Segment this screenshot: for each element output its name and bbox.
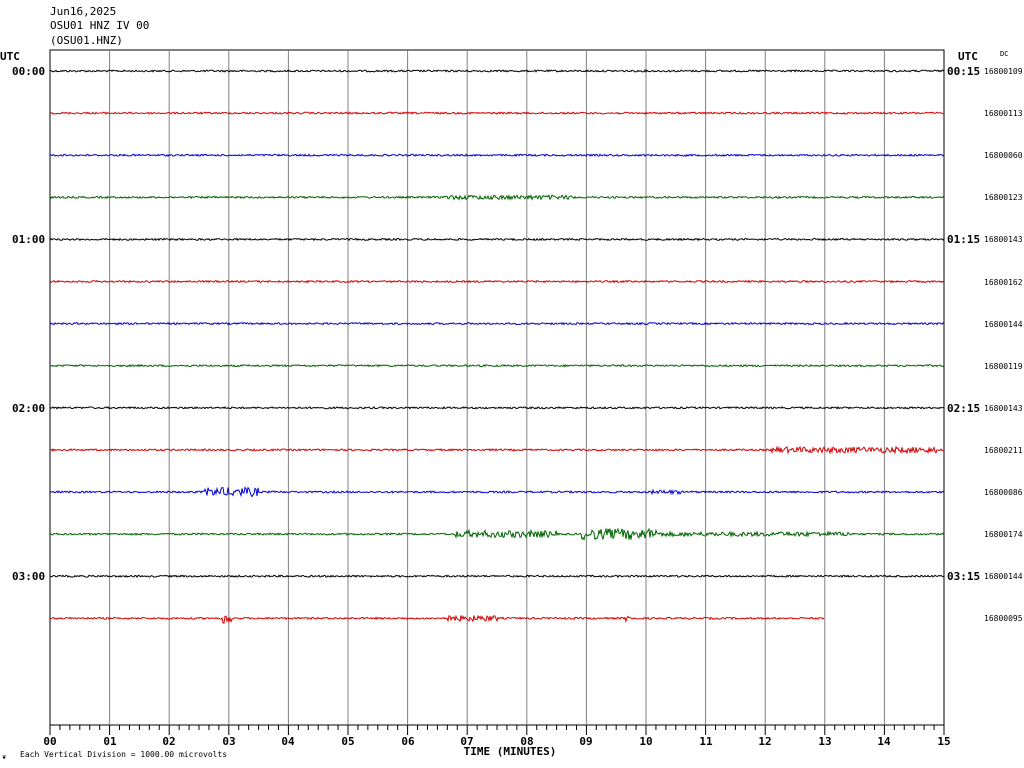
x-axis-title: TIME (MINUTES) (463, 745, 557, 758)
trace-count-label: 16800174 (984, 530, 1023, 539)
x-tick-label: 05 (341, 735, 355, 748)
x-tick-label: 15 (937, 735, 951, 748)
seismic-trace (49, 194, 945, 201)
left-time-label: 01:00 (12, 233, 46, 246)
trace-count-label: 16800113 (984, 109, 1023, 118)
seismic-trace (49, 486, 945, 498)
seismic-trace (49, 574, 945, 579)
x-tick-label: 01 (103, 735, 117, 748)
seismic-trace (50, 445, 945, 455)
trace-count-label: 16800123 (984, 193, 1023, 202)
x-tick-label: 14 (877, 735, 891, 748)
x-tick-label: 10 (639, 735, 653, 748)
trace-count-label: 16800162 (984, 278, 1023, 287)
left-time-label: 03:00 (12, 570, 46, 583)
seismic-trace (49, 614, 825, 624)
footer-division-note: Each Vertical Division = 1000.00 microvo… (20, 750, 228, 759)
trace-count-label: 16800095 (984, 614, 1023, 623)
seismic-trace (49, 527, 945, 541)
seismic-trace (49, 363, 945, 368)
seismic-trace (49, 153, 945, 158)
logo-icon: ❦ (2, 753, 7, 761)
seismic-trace (49, 279, 945, 284)
x-tick-label: 09 (579, 735, 593, 748)
seismic-trace (49, 321, 945, 326)
right-time-label: 01:15 (947, 233, 981, 246)
right-time-label: 00:15 (947, 65, 981, 78)
x-tick-label: 04 (281, 735, 295, 748)
x-tick-label: 13 (818, 735, 832, 748)
trace-count-label: 16800109 (984, 67, 1023, 76)
seismic-trace (49, 237, 945, 242)
left-utc-label: UTC (0, 50, 20, 63)
right-time-label: 02:15 (947, 402, 981, 415)
date-label: Jun16,2025 (50, 5, 117, 18)
x-tick-label: 06 (401, 735, 415, 748)
trace-count-label: 16800060 (984, 151, 1023, 160)
x-tick-label: 07 (460, 735, 474, 748)
seismic-trace (49, 111, 944, 115)
left-time-label: 00:00 (12, 65, 46, 78)
channel-label: (OSU01.HNZ) (50, 34, 123, 47)
left-time-label: 02:00 (12, 402, 46, 415)
x-tick-label: 08 (520, 735, 534, 748)
seismic-trace (49, 405, 945, 410)
seismic-trace (49, 69, 945, 73)
right-utc-label: UTC (958, 50, 978, 63)
trace-count-label: 16800143 (984, 404, 1023, 413)
plot-frame (49, 49, 945, 726)
x-tick-label: 12 (758, 735, 772, 748)
trace-count-label: 16800211 (984, 446, 1023, 455)
station-label: OSU01 HNZ IV 00 (50, 19, 150, 32)
x-tick-label: 11 (699, 735, 713, 748)
trace-count-label: 16800086 (984, 488, 1023, 497)
trace-count-label: 16800144 (984, 572, 1023, 581)
trace-count-label: 16800119 (984, 362, 1023, 371)
x-tick-label: 02 (162, 735, 176, 748)
trace-count-label: 16800143 (984, 235, 1023, 244)
right-time-label: 03:15 (947, 570, 981, 583)
dc-label: DC (1000, 50, 1009, 58)
x-tick-label: 00 (43, 735, 57, 748)
x-tick-label: 03 (222, 735, 236, 748)
trace-count-label: 16800144 (984, 320, 1023, 329)
